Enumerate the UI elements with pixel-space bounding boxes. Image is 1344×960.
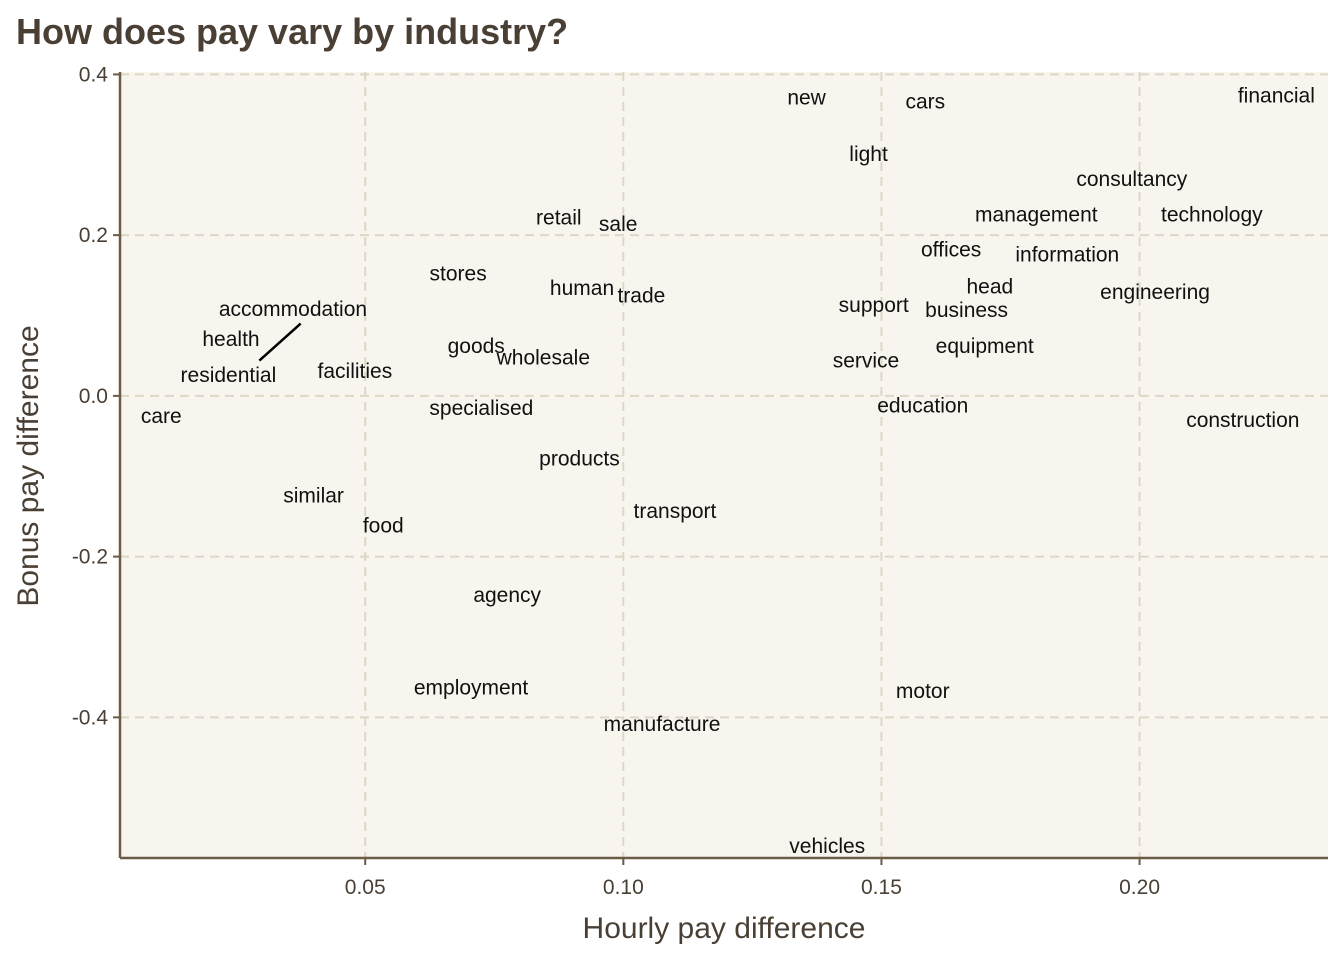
point-label-similar: similar xyxy=(283,485,344,508)
point-label-technology: technology xyxy=(1161,203,1263,226)
x-tick-label: 0.10 xyxy=(603,876,644,899)
point-labels: new cars financial light consultancy manageme… xyxy=(141,84,1315,858)
y-tick-label: 0.4 xyxy=(79,63,109,86)
x-tick-label: 0.15 xyxy=(861,876,902,899)
point-label-offices: offices xyxy=(921,239,981,262)
point-label-consultancy: consultancy xyxy=(1076,168,1187,191)
point-label-vehicles: vehicles xyxy=(789,835,865,858)
x-tick-label: 0.05 xyxy=(345,876,386,899)
point-label-equipment: equipment xyxy=(936,335,1034,358)
point-label-agency: agency xyxy=(473,584,541,607)
point-label-head: head xyxy=(967,276,1014,299)
point-label-motor: motor xyxy=(896,680,950,703)
plot-background xyxy=(120,72,1328,858)
label-leader-line xyxy=(258,322,302,362)
y-tick-label: -0.4 xyxy=(72,706,109,729)
point-label-care: care xyxy=(141,405,182,428)
point-label-financial: financial xyxy=(1238,84,1315,107)
point-label-health: health xyxy=(202,328,259,351)
point-label-retail: retail xyxy=(536,206,582,229)
y-axis-title: Bonus pay difference xyxy=(12,325,45,606)
point-label-goods: goods xyxy=(448,335,505,358)
point-label-manufacture: manufacture xyxy=(604,713,721,736)
point-label-construction: construction xyxy=(1186,409,1299,432)
point-label-transport: transport xyxy=(634,500,717,523)
point-label-support: support xyxy=(839,294,909,317)
point-label-food: food xyxy=(363,514,404,537)
point-label-light: light xyxy=(849,143,888,166)
x-tick-label: 0.20 xyxy=(1119,876,1160,899)
point-label-employment: employment xyxy=(414,677,529,700)
y-tick-label: 0.2 xyxy=(79,224,108,247)
point-label-sale: sale xyxy=(599,213,638,236)
point-label-wholesale: wholesale xyxy=(496,346,590,369)
point-label-new: new xyxy=(787,87,826,110)
point-label-stores: stores xyxy=(430,263,487,286)
point-label-education: education xyxy=(877,395,968,418)
point-label-management: management xyxy=(975,203,1098,226)
point-label-accommodation: accommodation xyxy=(219,298,367,321)
grid-lines xyxy=(120,72,1328,858)
point-label-specialised: specialised xyxy=(429,397,533,420)
leader-lines xyxy=(258,322,302,362)
point-label-trade: trade xyxy=(617,284,665,307)
point-label-service: service xyxy=(833,350,900,373)
y-tick-label: -0.2 xyxy=(72,546,108,569)
y-tick-label: 0.0 xyxy=(79,385,108,408)
x-axis-title: Hourly pay difference xyxy=(583,912,866,945)
chart-title: How does pay vary by industry? xyxy=(16,11,568,52)
point-label-cars: cars xyxy=(905,91,945,114)
point-label-products: products xyxy=(539,448,620,471)
point-label-human: human xyxy=(550,277,614,300)
point-label-business: business xyxy=(925,299,1008,322)
axis-ticks: 0.05 0.10 0.15 0.20 -0.4 -0.2 0.0 0.2 0.4 xyxy=(72,63,1160,899)
point-label-residential: residential xyxy=(181,364,277,387)
point-label-facilities: facilities xyxy=(318,360,393,383)
point-label-engineering: engineering xyxy=(1100,281,1210,304)
point-label-information: information xyxy=(1015,243,1119,266)
